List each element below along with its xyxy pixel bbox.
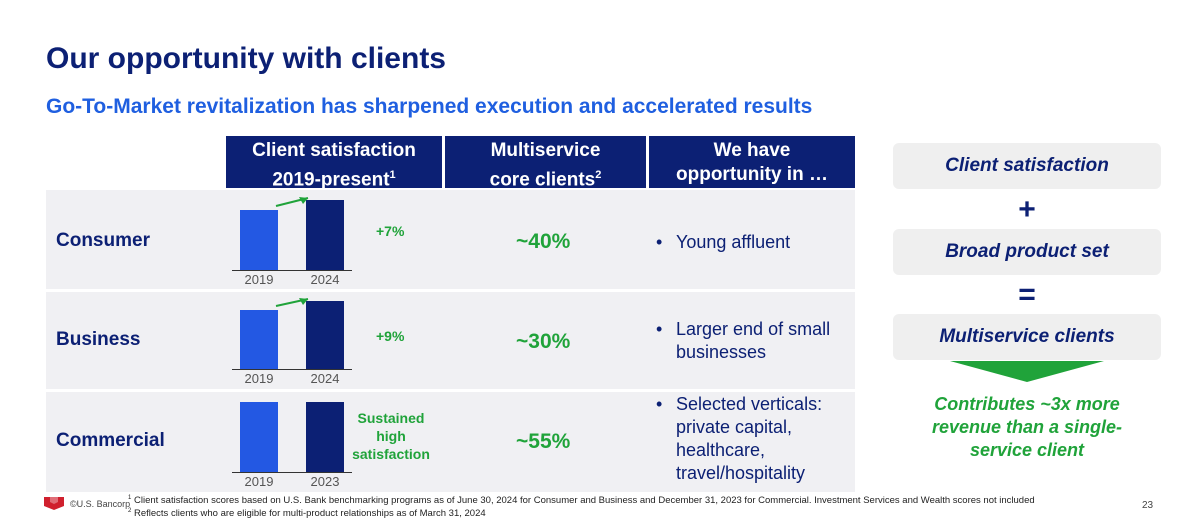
copyright: ©U.S. Bancorp	[70, 499, 131, 509]
footnote-1-text: Client satisfaction scores based on U.S.…	[133, 495, 1035, 507]
satisfaction-chart: 2019 2024	[232, 190, 352, 289]
year-label-first: 2019	[244, 371, 274, 386]
opportunity-bullet: Selected verticals: private capital, hea…	[676, 394, 823, 483]
header-multiservice-line1: Multiservice	[490, 140, 601, 161]
page-number: 23	[1142, 500, 1154, 511]
footnote-1-number: 1	[128, 495, 132, 501]
header-multiservice: Multiservice core clients2	[445, 136, 646, 190]
down-arrow-icon	[950, 361, 1104, 382]
footnote-2-number: 2	[128, 508, 132, 514]
header-satisfaction-period: 2019-present	[272, 169, 390, 191]
segment-label: Consumer	[56, 230, 150, 251]
satisfaction-chart: 2019 2023	[232, 392, 352, 492]
plus-icon: +	[1018, 193, 1036, 226]
header-opportunity-line1: We have	[713, 140, 791, 161]
formula-broad-product-set: Broad product set	[893, 229, 1161, 275]
bar-last-year	[306, 402, 344, 472]
satisfaction-change: Sustained high satisfaction	[352, 410, 430, 462]
row-business: Business 2019 2024 +9% ~30% • Larger end…	[46, 292, 855, 389]
formula-multiservice-clients: Multiservice clients	[893, 314, 1161, 360]
chart-baseline	[232, 369, 352, 370]
opportunity-bullet: Larger end of small businesses	[676, 319, 831, 362]
satisfaction-chart: 2019 2024	[232, 292, 352, 389]
footnote-ref-2: 2	[595, 169, 602, 181]
year-label-last: 2024	[310, 272, 340, 287]
year-label-first: 2019	[244, 474, 274, 489]
trend-arrow-head	[299, 298, 308, 305]
bullet-icon: •	[656, 394, 663, 414]
year-label-last: 2023	[310, 474, 340, 489]
multiservice-percent: ~30%	[516, 330, 571, 353]
chart-baseline	[232, 270, 352, 271]
formula-result: Contributes ~3x more revenue than a sing…	[931, 394, 1123, 460]
page-title: Our opportunity with clients	[46, 42, 446, 75]
bullet-icon: •	[656, 232, 663, 252]
header-multiservice-line2: core clients2	[445, 163, 646, 192]
bar-first-year	[240, 402, 278, 472]
header-client-satisfaction: Client satisfaction 2019-present1	[226, 136, 442, 190]
chart-baseline	[232, 472, 352, 473]
header-multiservice-clients: core clients	[489, 169, 596, 191]
bullet-icon: •	[656, 319, 663, 339]
segment-label: Commercial	[56, 430, 165, 451]
opportunity-text: • Young affluent	[656, 231, 858, 254]
header-satisfaction-line1: Client satisfaction	[252, 140, 416, 161]
header-opportunity: We have opportunity in …	[649, 136, 855, 188]
year-label-last: 2024	[310, 371, 340, 386]
row-consumer: Consumer 2019 2024 +7% ~40% • Young affl…	[46, 190, 855, 289]
us-bank-logo-icon	[44, 497, 64, 510]
opportunity-text: • Larger end of small businesses	[656, 318, 858, 364]
header-opportunity-line2: opportunity in …	[676, 164, 828, 185]
satisfaction-change: +7%	[376, 223, 405, 239]
row-commercial: Commercial 2019 2023 Sustained high sati…	[46, 392, 855, 492]
page-subtitle: Go-To-Market revitalization has sharpene…	[46, 95, 813, 118]
bar-last-year	[306, 301, 344, 369]
trend-arrow-icon	[275, 298, 309, 307]
satisfaction-change: +9%	[376, 328, 405, 344]
footnote-1: 1 Client satisfaction scores based on U.…	[128, 495, 1035, 506]
trend-arrow-head	[299, 197, 308, 204]
footnote-ref-1: 1	[389, 169, 396, 181]
footnote-2: 2 Reflects clients who are eligible for …	[128, 508, 486, 519]
formula-client-satisfaction: Client satisfaction	[893, 143, 1161, 189]
opportunity-text: • Selected verticals: private capital, h…	[656, 393, 858, 485]
opportunity-bullet: Young affluent	[676, 232, 791, 252]
bar-first-year	[240, 310, 278, 369]
year-label-first: 2019	[244, 272, 274, 287]
footnote-2-text: Reflects clients who are eligible for mu…	[133, 508, 486, 520]
bar-last-year	[306, 200, 344, 270]
segment-label: Business	[56, 329, 141, 350]
equals-icon: =	[1018, 278, 1036, 311]
header-satisfaction-line2: 2019-present1	[226, 163, 442, 192]
trend-arrow-icon	[275, 197, 309, 207]
bar-first-year	[240, 210, 278, 270]
multiservice-percent: ~55%	[516, 430, 571, 453]
multiservice-percent: ~40%	[516, 230, 571, 253]
